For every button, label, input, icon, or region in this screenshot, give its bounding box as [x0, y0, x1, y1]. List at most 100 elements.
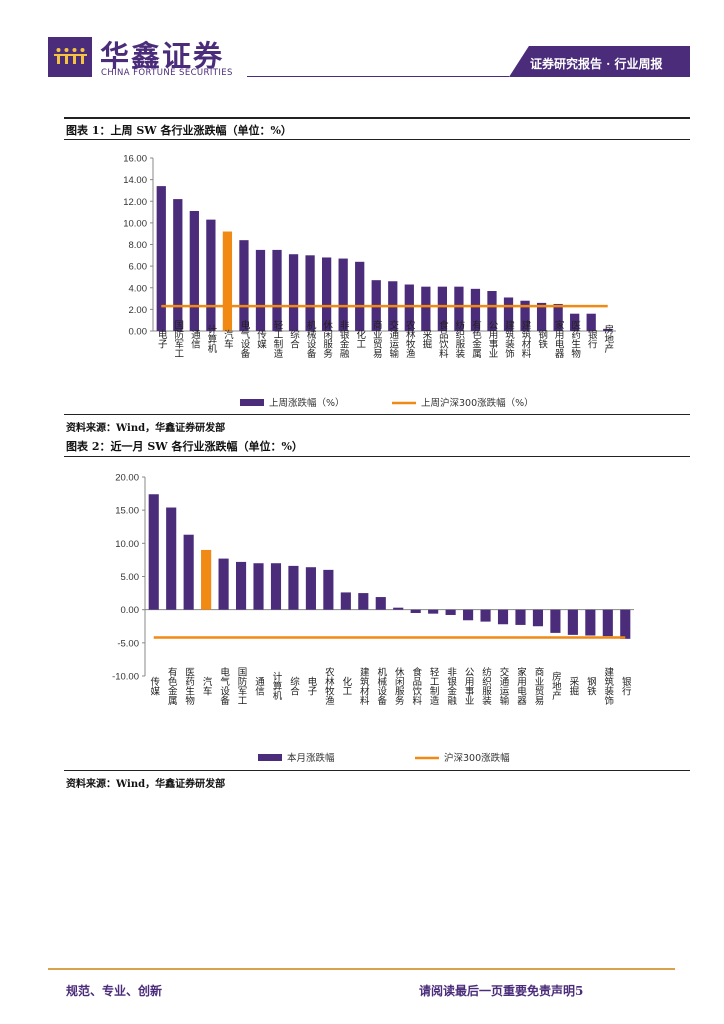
- x-category-label: 传媒: [148, 676, 160, 697]
- y-tick-label: 10.00: [123, 218, 147, 229]
- y-tick-label: 6.00: [129, 262, 148, 273]
- bar-钢铁: [585, 609, 596, 636]
- x-category-label: 纺织服装: [453, 319, 465, 359]
- x-category-label: 计算机: [270, 671, 282, 701]
- x-category-label: 纺织服装: [480, 666, 492, 706]
- x-category-label: 采掘: [567, 677, 579, 697]
- y-tick-label: 14.00: [123, 175, 147, 186]
- x-category-label: 公用事业: [486, 320, 498, 358]
- x-category-label: 交通运输: [387, 319, 399, 359]
- x-category-label: 电子: [305, 676, 317, 696]
- bar-非银金融: [338, 258, 348, 331]
- x-category-label: 休闲服务: [321, 319, 333, 359]
- bar-通信: [189, 210, 199, 331]
- y-tick-label: -10.00: [112, 672, 139, 683]
- footer-slogan: 规范、专业、创新: [66, 984, 163, 998]
- x-category-label: 有色金属: [470, 319, 482, 359]
- bar-非银金融: [445, 609, 456, 615]
- figure-2-bottom-rule: [64, 770, 690, 771]
- bar-休闲服务: [321, 257, 332, 331]
- x-category-label: 钢铁: [585, 676, 597, 697]
- x-category-label: 国防军工: [172, 320, 184, 358]
- y-tick-label: 4.00: [129, 283, 148, 294]
- x-category-label: 建筑材料: [358, 666, 370, 706]
- bar-通信: [253, 563, 264, 610]
- bar-轻工制造: [272, 249, 282, 331]
- bar-公用事业: [487, 290, 497, 331]
- bar-采掘: [567, 609, 578, 635]
- x-category-label: 家用电器: [515, 666, 527, 705]
- figure-1-source: 资料来源：Wind，华鑫证券研发部: [66, 423, 226, 434]
- legend-line-label: 沪深300涨跌幅: [444, 752, 510, 764]
- bar-农林牧渔: [323, 569, 334, 610]
- x-category-label: 交通运输: [498, 666, 510, 706]
- x-category-label: 银行: [586, 329, 598, 350]
- bar-国防军工: [173, 199, 183, 331]
- bar-化工: [340, 592, 351, 610]
- x-category-label: 传媒: [255, 329, 267, 350]
- bar-建筑装饰: [602, 609, 613, 637]
- x-category-label: 计算机: [205, 324, 217, 354]
- x-category-label: 机械设备: [375, 666, 387, 706]
- x-category-label: 银行: [620, 676, 632, 697]
- bar-电气设备: [218, 558, 229, 610]
- bar-轻工制造: [428, 609, 439, 614]
- y-tick-label: -5.00: [117, 638, 139, 649]
- bar-传媒: [255, 249, 266, 331]
- x-category-label: 电气设备: [238, 319, 250, 359]
- x-category-label: 综合: [288, 329, 300, 350]
- bar-食品饮料: [410, 609, 421, 613]
- x-category-label: 采掘: [420, 330, 432, 350]
- x-category-label: 非银金融: [338, 319, 350, 359]
- x-category-label: 有色金属: [166, 666, 178, 706]
- bar-建筑材料: [358, 593, 369, 610]
- x-category-label: 钢铁: [536, 329, 548, 350]
- x-category-label: 综合: [288, 676, 300, 697]
- y-tick-label: 8.00: [129, 240, 148, 251]
- bar-建筑装饰: [503, 297, 514, 331]
- y-tick-label: 5.00: [121, 572, 140, 583]
- bar-机械设备: [375, 597, 386, 610]
- bar-农林牧渔: [404, 284, 414, 331]
- bar-食品饮料: [437, 286, 448, 331]
- bar-传媒: [148, 494, 159, 610]
- x-category-label: 通信: [253, 677, 265, 697]
- x-category-label: 建筑装饰: [503, 319, 515, 359]
- x-category-label: 商业贸易: [532, 666, 544, 706]
- x-category-label: 医药生物: [183, 667, 195, 706]
- bar-银行: [620, 609, 631, 639]
- report-type-banner: [509, 46, 690, 77]
- bar-商业贸易: [532, 609, 544, 627]
- y-tick-label: 0.00: [121, 605, 140, 616]
- bar-采掘: [421, 286, 431, 331]
- x-category-label: 农林牧渔: [404, 319, 416, 358]
- legend-bar-swatch: [240, 399, 264, 406]
- bar-纺织服装: [454, 286, 464, 331]
- legend-bar-label: 上周涨跌幅（%）: [269, 397, 345, 409]
- bar-家用电器: [553, 303, 563, 331]
- y-tick-label: 10.00: [115, 539, 139, 550]
- bar-银行: [586, 313, 596, 331]
- bar-国防军工: [235, 561, 247, 610]
- bar-钢铁: [536, 302, 547, 331]
- bar-公用事业: [463, 609, 474, 621]
- bar-休闲服务: [393, 607, 404, 610]
- figure-2-title: 图表 2：近一月 SW 各行业涨跌幅（单位：%）: [66, 440, 303, 453]
- figure-1-title-rule: [64, 139, 690, 140]
- y-tick-label: 16.00: [123, 154, 147, 165]
- x-category-label: 轻工制造: [272, 319, 284, 359]
- bar-医药生物: [570, 313, 580, 331]
- bar-机械设备: [305, 255, 315, 331]
- y-tick-label: 2.00: [129, 305, 148, 316]
- figure-1-top-rule: [64, 117, 690, 119]
- bar-综合: [288, 565, 299, 610]
- x-category-label: 化工: [340, 676, 352, 696]
- y-tick-label: 15.00: [115, 506, 139, 517]
- legend-bar-label: 本月涨跌幅: [287, 752, 335, 764]
- header-divider: [247, 76, 509, 77]
- bar-有色金属: [166, 507, 177, 610]
- bar-纺织服装: [480, 609, 491, 622]
- x-category-label: 食品饮料: [437, 319, 449, 359]
- bar-建筑材料: [520, 300, 530, 331]
- page-header: 华鑫证券 CHINA FORTUNE SECURITIES 证券研究报告 · 行…: [0, 0, 724, 90]
